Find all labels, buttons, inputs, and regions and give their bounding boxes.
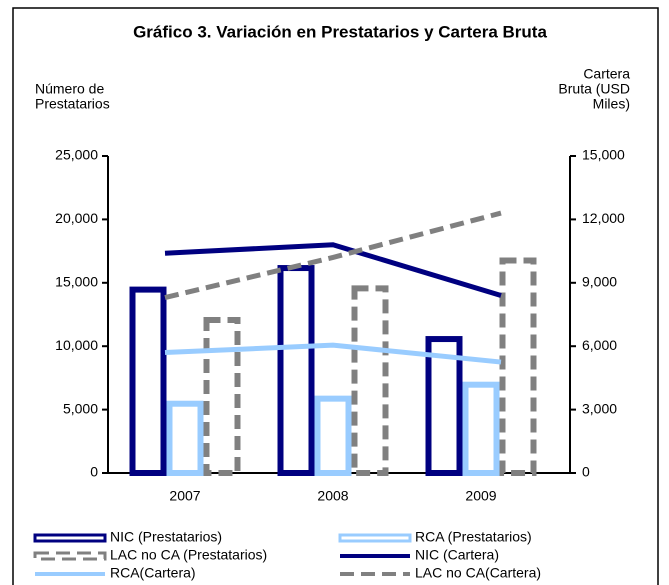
legend-label: LAC no CA(Cartera)	[415, 565, 541, 581]
legend-label: RCA (Prestatarios)	[415, 529, 532, 545]
bar	[351, 285, 389, 476]
y-tick-label: 15,000	[55, 274, 98, 290]
legend-label: RCA(Cartera)	[110, 565, 196, 581]
y2-axis-label: Bruta (USD	[558, 81, 630, 97]
y2-tick-label: 15,000	[582, 147, 625, 163]
y-tick-label: 25,000	[55, 147, 98, 163]
y2-tick-label: 6,000	[582, 337, 617, 353]
y-axis-label: Número de	[35, 81, 104, 97]
y-tick-label: 5,000	[63, 400, 98, 416]
y2-axis-label: Cartera	[583, 66, 630, 82]
line	[164, 342, 502, 365]
x-tick-label: 2009	[465, 488, 496, 504]
bar	[425, 336, 463, 476]
legend-label: NIC (Cartera)	[415, 547, 499, 563]
legend-swatch	[33, 551, 107, 561]
bar	[462, 381, 500, 477]
line	[164, 242, 502, 298]
y2-tick-label: 3,000	[582, 400, 617, 416]
x-tick-label: 2008	[317, 488, 348, 504]
y2-tick-label: 12,000	[582, 210, 625, 226]
y-axis-label: Prestatarios	[35, 96, 110, 112]
bar	[277, 265, 315, 476]
bar	[203, 317, 241, 477]
bar	[166, 400, 204, 476]
bar	[129, 286, 167, 476]
legend-label: NIC (Prestatarios)	[110, 529, 222, 545]
legend-swatch	[33, 533, 107, 543]
x-tick-label: 2007	[169, 488, 200, 504]
frame	[12, 7, 659, 585]
legend-swatch	[338, 533, 412, 543]
y2-tick-label: 9,000	[582, 274, 617, 290]
bar	[314, 395, 352, 477]
chart-title: Gráfico 3. Variación en Prestatarios y C…	[133, 22, 547, 41]
y-tick-label: 20,000	[55, 210, 98, 226]
y2-axis-label: Miles)	[593, 96, 630, 112]
y-tick-label: 10,000	[55, 337, 98, 353]
y-tick-label: 0	[90, 464, 98, 480]
line	[164, 210, 502, 301]
legend-label: LAC no CA (Prestatarios)	[110, 547, 267, 563]
bar	[499, 257, 537, 476]
y2-tick-label: 0	[582, 464, 590, 480]
